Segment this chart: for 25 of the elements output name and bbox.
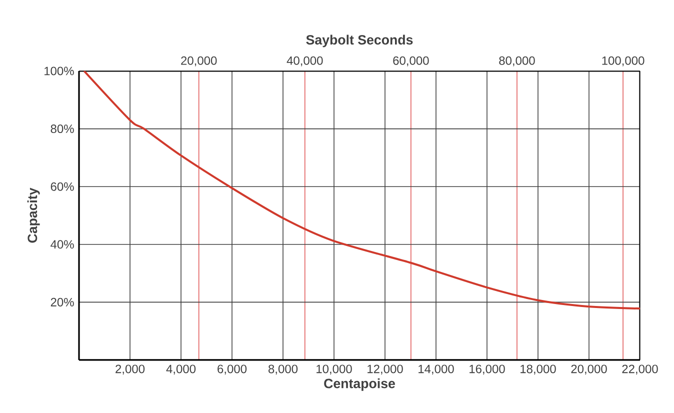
x-tick-label: 4,000 xyxy=(166,364,196,375)
y-tick-label: 40% xyxy=(50,240,74,249)
y-tick-label: 80% xyxy=(50,124,74,134)
x-axis-title: Centapoise xyxy=(324,378,395,391)
x-tick-label: 20,000 xyxy=(571,364,607,375)
x-tick-label: 14,000 xyxy=(418,364,454,375)
x-tick-label: 10,000 xyxy=(316,364,352,375)
x2-tick-label: 60,000 xyxy=(393,56,429,66)
y-tick-label: 60% xyxy=(50,182,74,191)
x-tick-label: 8,000 xyxy=(268,364,298,375)
y-tick-label: 20% xyxy=(50,298,74,306)
y-axis-title: Capacity xyxy=(27,188,40,243)
x-tick-label: 12,000 xyxy=(368,364,403,375)
x2-tick-label: 80,000 xyxy=(499,56,535,66)
x2-tick-label: 40,000 xyxy=(286,56,323,66)
x2-axis-title: Saybolt Seconds xyxy=(306,34,413,48)
x-tick-label: 2,000 xyxy=(116,364,145,375)
x-tick-label: 16,000 xyxy=(470,364,505,375)
line-series xyxy=(83,70,640,310)
x-tick-label: 22,000 xyxy=(622,364,658,375)
x-tick-label: 6,000 xyxy=(218,364,247,375)
x2-tick-label: 20,000 xyxy=(181,56,217,66)
x2-tick-label: 100,000 xyxy=(602,56,644,66)
y-tick-label: 100% xyxy=(44,66,74,76)
x-tick-label: 18,000 xyxy=(520,364,556,375)
